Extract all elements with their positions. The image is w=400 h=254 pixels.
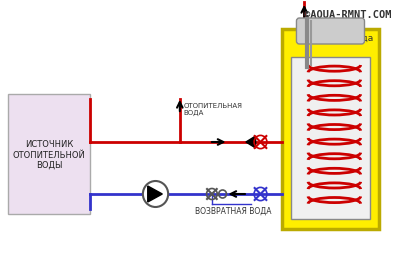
Bar <box>8 95 90 214</box>
Circle shape <box>143 181 168 207</box>
Text: ВОЗВРАТНАЯ ВОДА: ВОЗВРАТНАЯ ВОДА <box>195 206 272 215</box>
Polygon shape <box>246 136 256 148</box>
Bar <box>282 30 379 229</box>
Polygon shape <box>148 186 162 202</box>
FancyBboxPatch shape <box>296 19 364 45</box>
Text: ИСТОЧНИК
ОТОПИТЕЛЬНОЙ
ВОДЫ: ИСТОЧНИК ОТОПИТЕЛЬНОЙ ВОДЫ <box>13 139 86 169</box>
Text: Теплая вода: Теплая вода <box>314 33 373 42</box>
Bar <box>291 58 370 219</box>
Text: ©AQUA-RMNT.COM: ©AQUA-RMNT.COM <box>304 10 392 20</box>
Text: ОТОПИТЕЛЬНАЯ
ВОДА: ОТОПИТЕЛЬНАЯ ВОДА <box>184 103 243 116</box>
